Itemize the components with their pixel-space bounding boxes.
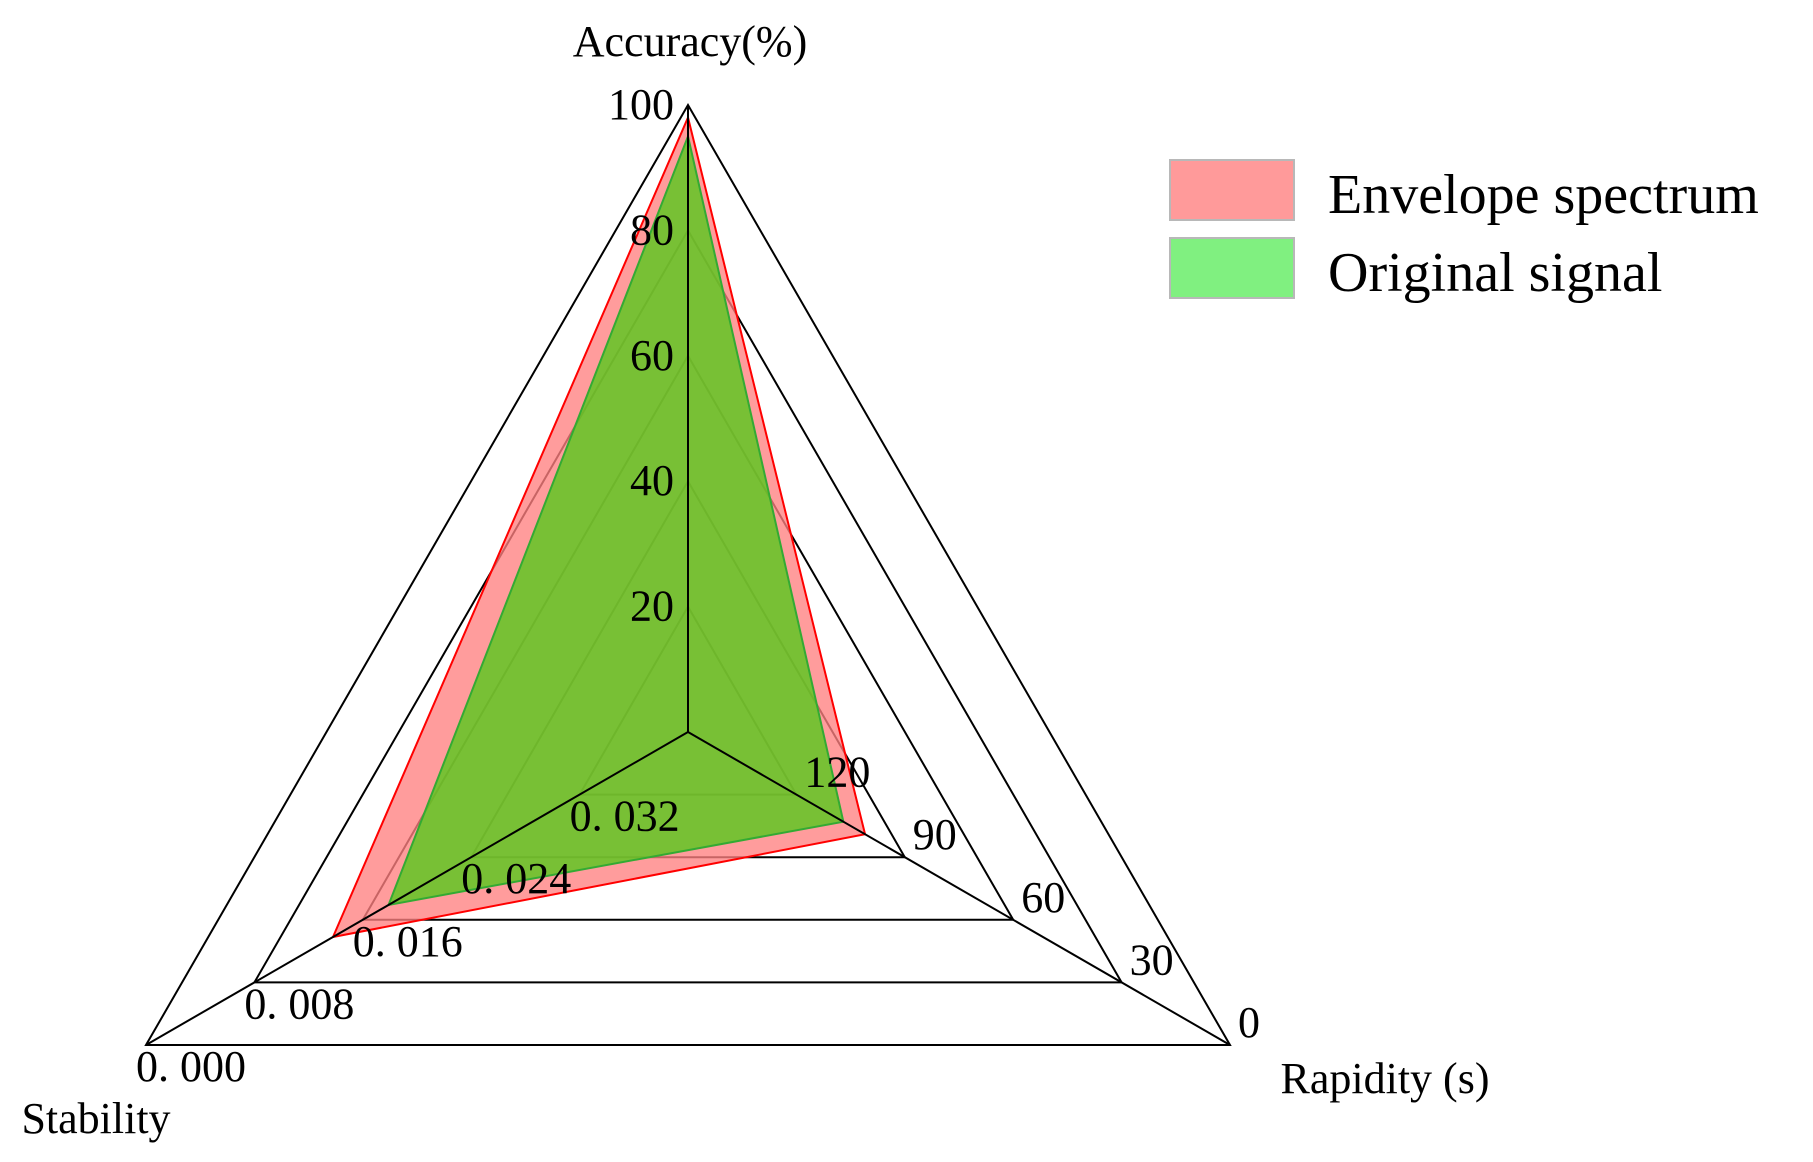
spoke-stability: [145, 731, 689, 1046]
legend: Envelope spectrum Original signal: [1169, 159, 1759, 304]
legend-swatch-original-signal: [1169, 237, 1295, 299]
grid-ring-5: [144, 102, 1232, 1046]
tick-label-accuracy-3: 80: [630, 205, 674, 254]
legend-label-original-signal: Original signal: [1328, 242, 1662, 304]
axis-title-rapidity: Rapidity (s): [1281, 1054, 1490, 1103]
tick-label-accuracy-2: 60: [630, 331, 674, 380]
radar-spokes: [145, 105, 1231, 1046]
series-area-original-signal: [386, 132, 845, 907]
legend-swatch-envelope-spectrum: [1169, 159, 1295, 221]
tick-label-rapidity-3: 90: [913, 810, 957, 859]
tick-label-accuracy-1: 40: [630, 456, 674, 505]
tick-label-rapidity-1: 30: [1130, 935, 1174, 984]
axis-title-accuracy: Accuracy(%): [573, 17, 808, 66]
radar-series: [331, 114, 867, 939]
tick-label-stability-2: 0. 016: [353, 917, 463, 966]
tick-label-stability-3: 0. 024: [461, 854, 571, 903]
tick-label-accuracy-0: 20: [630, 582, 674, 631]
tick-label-stability-0: 0. 000: [136, 1042, 246, 1091]
tick-label-stability-4: 0. 032: [570, 792, 680, 841]
tick-label-accuracy-4: 100: [608, 80, 674, 129]
tick-label-stability-1: 0. 008: [244, 979, 354, 1028]
tick-labels: 20 40 60 80 100 0 30 60 90 120 0. 000 0. 008 0. 016 0…: [136, 80, 1260, 1091]
grid-ring-4: [252, 228, 1124, 984]
spoke-rapidity: [687, 731, 1231, 1046]
legend-label-envelope-spectrum: Envelope spectrum: [1328, 164, 1759, 226]
tick-label-rapidity-4: 120: [804, 748, 870, 797]
tick-label-rapidity-2: 60: [1021, 873, 1065, 922]
tick-label-rapidity-0: 0: [1238, 998, 1260, 1047]
axis-title-stability: Stability: [21, 1094, 170, 1143]
